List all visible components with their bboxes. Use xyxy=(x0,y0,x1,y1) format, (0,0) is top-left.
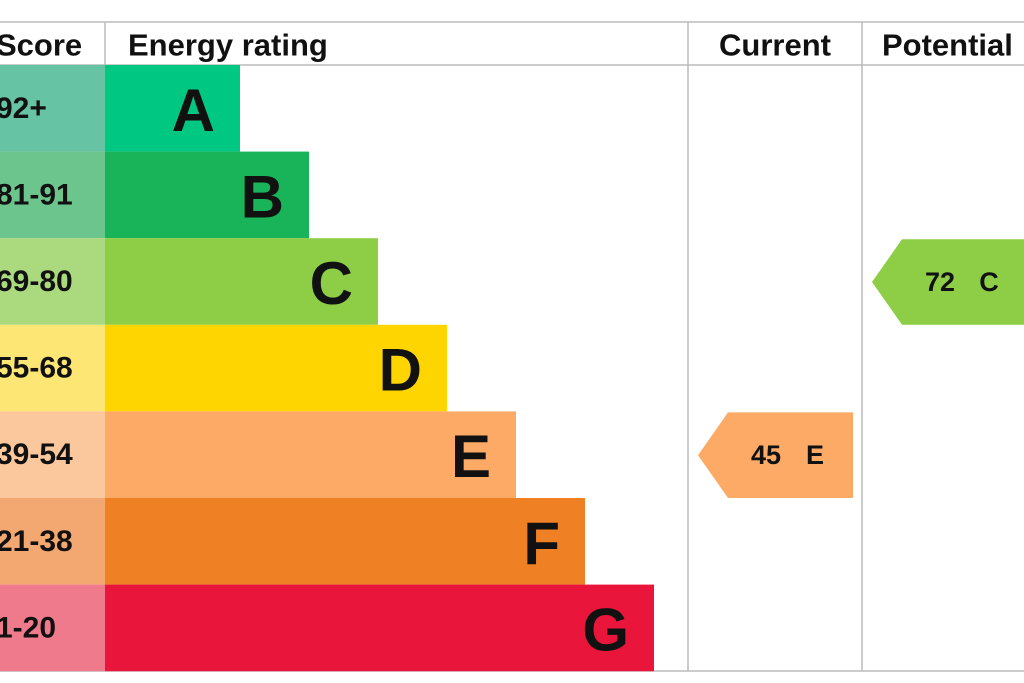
rating-letter: D xyxy=(379,337,422,404)
rating-bar xyxy=(105,411,516,498)
score-range: 39-54 xyxy=(0,438,73,471)
header-current: Current xyxy=(719,28,831,63)
score-range: 55-68 xyxy=(0,352,73,385)
rating-letter: C xyxy=(310,250,353,317)
score-cell xyxy=(0,151,105,239)
score-cell xyxy=(0,324,105,412)
header-potential: Potential xyxy=(882,28,1013,63)
score-range: 69-80 xyxy=(0,265,73,298)
potential-value: 72 xyxy=(925,267,955,297)
current-value: 45 xyxy=(751,440,781,470)
score-cell xyxy=(0,65,105,152)
current-arrow xyxy=(698,412,853,498)
score-range: 1-20 xyxy=(0,611,56,644)
potential-band: C xyxy=(979,267,999,297)
score-range: 92+ xyxy=(0,92,47,125)
score-range: 21-38 xyxy=(0,525,73,558)
rating-bar xyxy=(105,324,447,412)
score-cell xyxy=(0,238,105,325)
score-cell xyxy=(0,584,105,672)
rating-letter: G xyxy=(582,596,629,663)
rating-letter: B xyxy=(241,163,284,230)
rating-letter: A xyxy=(172,77,215,144)
rating-letter: E xyxy=(451,423,491,490)
header-score: Score xyxy=(0,28,82,63)
rating-bar xyxy=(105,238,378,325)
rating-bar xyxy=(105,151,309,239)
rating-bar xyxy=(105,65,240,152)
header-energy-rating: Energy rating xyxy=(128,28,328,63)
score-cell xyxy=(0,411,105,498)
score-range: 81-91 xyxy=(0,178,73,211)
rating-bar xyxy=(105,584,654,672)
current-band: E xyxy=(806,440,824,470)
rating-bar xyxy=(105,498,585,585)
score-cell xyxy=(0,498,105,585)
rating-letter: F xyxy=(523,510,560,577)
potential-arrow xyxy=(872,239,1024,325)
